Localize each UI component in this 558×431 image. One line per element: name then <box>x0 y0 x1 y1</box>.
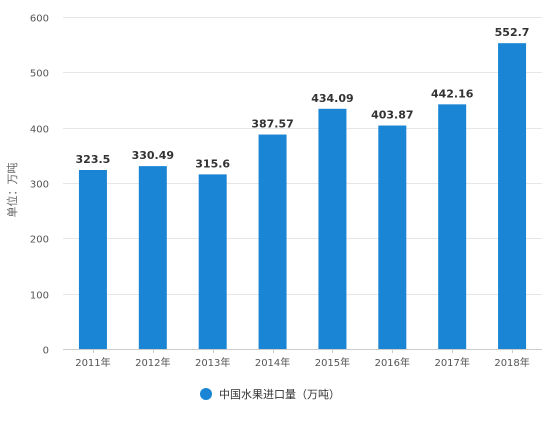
data-label: 442.16 <box>431 87 474 100</box>
x-tick-label: 2012年 <box>135 356 170 369</box>
legend-label: 中国水果进口量（万吨） <box>219 388 340 401</box>
y-tick-label: 100 <box>30 291 49 302</box>
x-tick-label: 2014年 <box>255 356 290 369</box>
y-axis-label: 单位：万吨 <box>5 163 19 218</box>
y-tick-label: 200 <box>30 235 49 246</box>
bar[interactable] <box>378 125 407 349</box>
y-tick-label: 0 <box>43 346 49 357</box>
bar[interactable] <box>138 166 167 349</box>
bar[interactable] <box>318 108 347 350</box>
x-tick-label: 2015年 <box>315 356 350 369</box>
bar[interactable] <box>438 104 467 349</box>
bar[interactable] <box>198 174 227 349</box>
data-label: 323.5 <box>76 153 111 166</box>
bars <box>78 43 527 350</box>
x-tick-label: 2018年 <box>494 356 529 369</box>
y-tick-label: 300 <box>30 180 49 191</box>
data-label: 387.57 <box>251 118 293 131</box>
x-axis-ticks: 2011年 2012年 2013年 2014年 2015年 2016年 2017年 2018年 <box>75 349 530 369</box>
bar[interactable] <box>258 134 287 349</box>
bar[interactable] <box>78 169 107 349</box>
data-label: 552.7 <box>495 26 530 39</box>
data-label: 434.09 <box>311 92 353 105</box>
x-tick-label: 2013年 <box>195 356 230 369</box>
data-label: 330.49 <box>132 149 174 162</box>
x-tick-label: 2016年 <box>375 356 410 369</box>
x-tick-label: 2011年 <box>75 356 110 369</box>
legend[interactable]: 中国水果进口量（万吨） <box>200 388 340 401</box>
y-tick-label: 400 <box>30 125 49 136</box>
x-tick-label: 2017年 <box>434 356 469 369</box>
data-labels: 323.5 330.49 315.6 387.57 434.09 403.87 442.16… <box>76 26 530 170</box>
legend-marker <box>200 388 212 400</box>
y-tick-label: 600 <box>30 14 49 25</box>
data-label: 315.6 <box>195 157 230 170</box>
bar[interactable] <box>498 43 527 349</box>
data-label: 403.87 <box>371 109 413 122</box>
y-axis-ticks: 0 100 200 300 400 500 600 <box>30 14 49 357</box>
y-tick-label: 500 <box>30 69 49 80</box>
